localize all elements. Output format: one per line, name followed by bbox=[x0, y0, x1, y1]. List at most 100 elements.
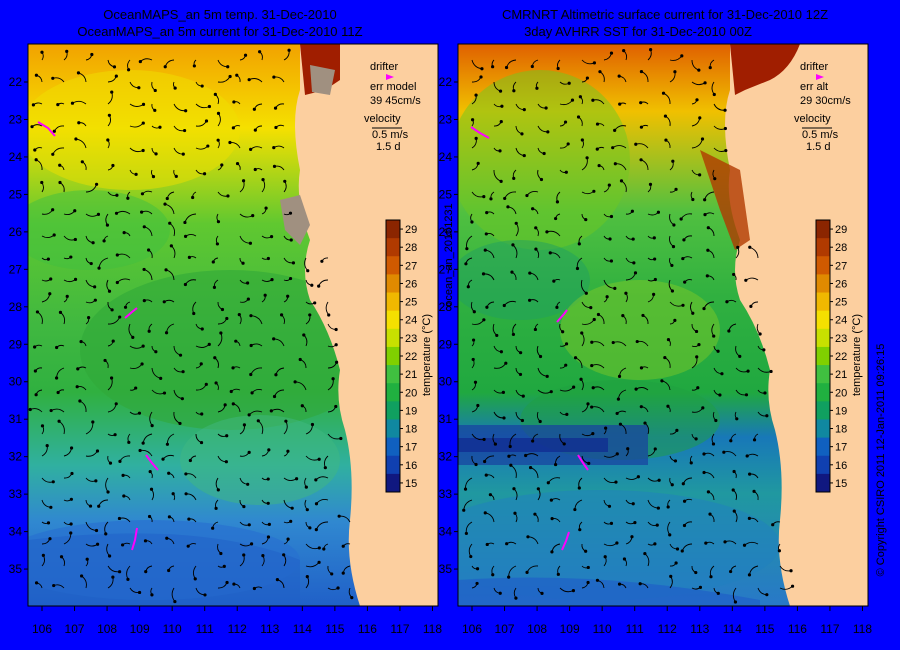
colorbar-swatch bbox=[816, 256, 830, 275]
colorbar-tick-label: 24 bbox=[835, 315, 847, 327]
colorbar-tick-label: 22 bbox=[405, 351, 417, 363]
lat-tick-label: 24 bbox=[439, 150, 453, 164]
colorbar-swatch bbox=[386, 455, 400, 475]
copyright-label: © Copyright CSIRO 2011 12-Jan-2011 09:26… bbox=[875, 344, 887, 577]
lon-tick-label: 116 bbox=[358, 622, 377, 636]
colorbar-swatch bbox=[816, 419, 830, 439]
colorbar-swatch bbox=[816, 383, 830, 402]
colorbar-swatch bbox=[816, 437, 830, 457]
lat-tick-label: 35 bbox=[9, 562, 23, 576]
colorbar-swatch bbox=[816, 455, 830, 475]
lon-tick-label: 106 bbox=[32, 622, 52, 636]
colorbar-swatch bbox=[386, 383, 400, 402]
colorbar-tick-label: 19 bbox=[405, 405, 417, 417]
colorbar-tick-label: 23 bbox=[835, 333, 847, 345]
run-id-label: ocean_an_20101231 bbox=[443, 203, 455, 306]
lon-tick-label: 113 bbox=[690, 622, 709, 636]
colorbar-tick-label: 17 bbox=[405, 442, 417, 454]
lat-tick-label: 31 bbox=[439, 412, 453, 426]
colorbar-swatch bbox=[816, 346, 830, 366]
lat-tick-label: 27 bbox=[9, 262, 23, 276]
right-map bbox=[458, 44, 868, 606]
colorbar-tick-label: 19 bbox=[835, 405, 847, 417]
lat-tick-label: 33 bbox=[9, 487, 23, 501]
colorbar-tick-label: 21 bbox=[835, 369, 847, 381]
right-legend-velocity-scale: 0.5 m/s bbox=[802, 129, 839, 141]
colorbar-swatch bbox=[386, 365, 400, 384]
left-current-vectors bbox=[28, 48, 354, 604]
colorbar-right-label: temperature (°C) bbox=[851, 314, 863, 396]
colorbar-tick-label: 21 bbox=[405, 369, 417, 381]
left-legend-drifter: drifter bbox=[370, 61, 398, 73]
lat-tick-label: 30 bbox=[439, 375, 453, 389]
colorbar-swatch bbox=[386, 220, 400, 239]
lon-tick-label: 117 bbox=[390, 622, 409, 636]
colorbar-tick-label: 16 bbox=[835, 460, 847, 472]
colorbar-swatch bbox=[386, 346, 400, 366]
left-legend-err-label: err model bbox=[370, 81, 416, 93]
colorbar-tick-label: 20 bbox=[835, 387, 847, 399]
colorbar-tick-label: 22 bbox=[835, 351, 847, 363]
lon-tick-label: 110 bbox=[163, 622, 182, 636]
colorbar-swatch bbox=[386, 274, 400, 294]
colorbar-swatch bbox=[386, 401, 400, 420]
colorbar-tick-label: 28 bbox=[835, 242, 847, 254]
left-lat-ticks: 22 23 24 25 26 27 28 29 30 31 32 33 34 35 bbox=[9, 75, 28, 576]
colorbar-tick-label: 27 bbox=[835, 260, 847, 272]
lon-tick-label: 118 bbox=[853, 622, 872, 636]
lat-tick-label: 29 bbox=[9, 337, 23, 351]
colorbar-swatch bbox=[816, 365, 830, 384]
colorbar-swatch bbox=[816, 238, 830, 257]
lat-tick-label: 32 bbox=[439, 450, 453, 464]
lon-tick-label: 110 bbox=[593, 622, 612, 636]
colorbar-tick-label: 15 bbox=[405, 478, 417, 490]
lon-tick-label: 118 bbox=[423, 622, 442, 636]
colorbar-swatch bbox=[816, 310, 830, 330]
colorbar-swatch bbox=[816, 473, 830, 493]
colorbar-tick-label: 25 bbox=[405, 297, 417, 309]
colorbar-tick-label: 23 bbox=[405, 333, 417, 345]
lat-tick-label: 22 bbox=[439, 75, 453, 89]
lat-tick-label: 29 bbox=[439, 337, 453, 351]
colorbar-tick-label: 29 bbox=[405, 224, 417, 236]
colorbar-swatch bbox=[386, 473, 400, 493]
left-legend-velocity-scale: 0.5 m/s bbox=[372, 129, 409, 141]
lat-tick-label: 27 bbox=[439, 262, 453, 276]
lon-tick-label: 115 bbox=[325, 622, 344, 636]
lon-tick-label: 114 bbox=[723, 622, 742, 636]
colorbar-swatch bbox=[386, 238, 400, 257]
colorbar-swatch bbox=[816, 220, 830, 239]
left-legend-velocity: velocity bbox=[364, 113, 401, 125]
right-legend: drifter err alt 29 30cm/s velocity 0.5 m… bbox=[794, 61, 851, 153]
colorbar-tick-label: 20 bbox=[405, 387, 417, 399]
colorbar-tick-label: 24 bbox=[405, 315, 417, 327]
colorbar-swatch bbox=[386, 419, 400, 439]
colorbar-tick-label: 28 bbox=[405, 242, 417, 254]
lat-tick-label: 34 bbox=[439, 525, 453, 539]
lat-tick-label: 34 bbox=[9, 525, 23, 539]
colorbar-tick-label: 26 bbox=[835, 278, 847, 290]
lat-tick-label: 25 bbox=[9, 187, 23, 201]
lat-tick-label: 24 bbox=[9, 150, 23, 164]
lon-tick-label: 107 bbox=[495, 622, 515, 636]
colorbar-swatch bbox=[816, 401, 830, 420]
left-lon-ticks: 106 107 108 109 110 111 112 113 114 115 116 117 118 bbox=[32, 606, 442, 636]
drifter-icon bbox=[386, 74, 394, 80]
colorbar-right: 29 28 27 26 25 24 23 22 21 20 19 18 17 16 15 bbox=[815, 219, 847, 493]
colorbar-label: temperature (°C) bbox=[421, 314, 433, 396]
drifter-icon bbox=[816, 74, 824, 80]
lat-tick-label: 25 bbox=[439, 187, 453, 201]
lon-tick-label: 111 bbox=[196, 622, 215, 636]
lon-tick-label: 107 bbox=[65, 622, 85, 636]
colorbar-tick-label: 15 bbox=[835, 478, 847, 490]
lon-tick-label: 109 bbox=[560, 622, 580, 636]
lon-tick-label: 109 bbox=[130, 622, 150, 636]
lon-tick-label: 108 bbox=[527, 622, 547, 636]
lon-tick-label: 106 bbox=[462, 622, 482, 636]
right-legend-drifter: drifter bbox=[800, 61, 828, 73]
right-lat-ticks: 22 23 24 25 26 27 28 29 30 31 32 33 34 35 bbox=[439, 75, 458, 576]
lon-tick-label: 113 bbox=[260, 622, 279, 636]
right-lon-ticks: 106 107 108 109 110 111 112 113 114 115 116 117 118 bbox=[462, 606, 872, 636]
lat-tick-label: 33 bbox=[439, 487, 453, 501]
left-legend-velocity-duration: 1.5 d bbox=[376, 141, 400, 153]
